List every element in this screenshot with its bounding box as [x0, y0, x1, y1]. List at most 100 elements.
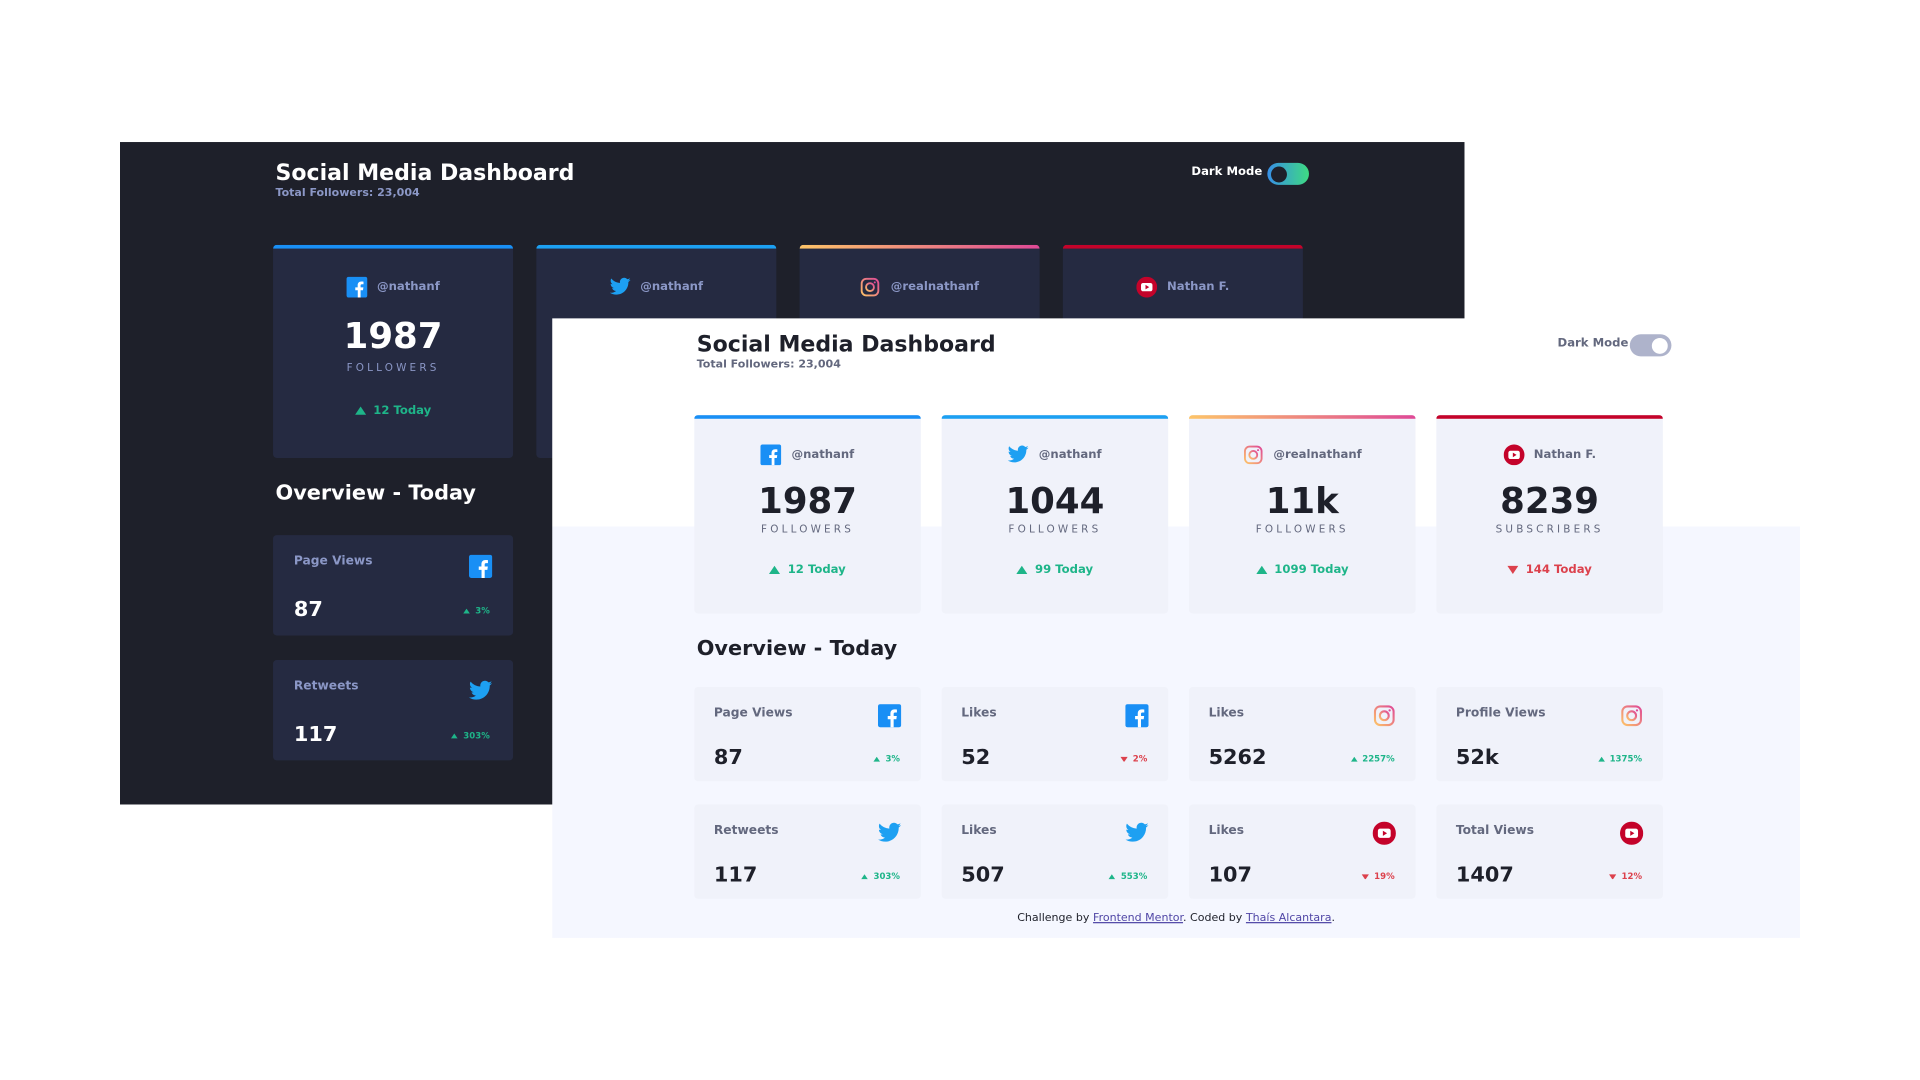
- overview-card: Likes 52 2%: [941, 686, 1169, 782]
- ig-icon: [1243, 445, 1263, 465]
- today-change: 12 Today: [273, 404, 513, 418]
- overview-value: 507: [961, 863, 1005, 888]
- overview-title: Overview - Today: [696, 636, 898, 662]
- down-arrow: [1507, 565, 1519, 575]
- overview-card: Likes 5262 2257%: [1188, 686, 1416, 782]
- change-text: 3%: [885, 754, 901, 765]
- overview-change: 553%: [1108, 872, 1147, 882]
- dark-mode-label: Dark Mode: [1191, 165, 1263, 179]
- today-change: 144 Today: [1436, 563, 1663, 577]
- yt-icon: [1372, 821, 1396, 845]
- follower-count: 1044: [1005, 480, 1105, 522]
- card-handle: @nathanf: [1038, 448, 1102, 462]
- card-top-border: [536, 244, 777, 249]
- tw-icon: [1125, 822, 1149, 842]
- change-text: 1375%: [1609, 754, 1643, 765]
- total-followers: Total Followers: 23,004: [275, 187, 420, 200]
- overview-card: Retweets 117 303%: [694, 804, 921, 899]
- overview-change: 303%: [861, 872, 900, 882]
- today-change: 12 Today: [694, 563, 921, 577]
- overview-label: Likes: [961, 706, 997, 721]
- card-handle: Nathan F.: [1533, 448, 1597, 462]
- follower-count: 1987: [758, 480, 857, 522]
- fb-icon: [346, 276, 368, 298]
- yt-icon: [1136, 276, 1158, 298]
- light-dashboard: Social Media Dashboard Total Followers: 2…: [552, 318, 1801, 938]
- today-text: 12 Today: [787, 563, 846, 577]
- tw-icon: [468, 680, 493, 700]
- overview-icon: [1620, 704, 1643, 732]
- overview-icon: [1125, 704, 1149, 732]
- fb-icon: [468, 554, 493, 578]
- overview-label: Page Views: [713, 706, 793, 721]
- card-top-border: [273, 244, 514, 249]
- up-arrow: [1016, 565, 1028, 575]
- overview-value: 107: [1208, 863, 1253, 888]
- overview-value: 117: [713, 863, 758, 888]
- footer-middle: . Coded by: [1183, 912, 1243, 925]
- up-arrow: [861, 873, 869, 880]
- ig-icon: [1621, 705, 1642, 727]
- overview-card: Likes 507 553%: [941, 804, 1169, 899]
- overview-change: 12%: [1609, 872, 1642, 882]
- dark-mode-toggle[interactable]: [1629, 334, 1672, 357]
- overview-label: Likes: [1208, 706, 1244, 721]
- overview-icon: [1373, 704, 1396, 732]
- frontend-mentor-link[interactable]: Frontend Mentor: [1093, 912, 1184, 925]
- count-label: SUBSCRIBERS: [1495, 524, 1604, 537]
- fb-icon: [877, 704, 902, 728]
- overview-card: Profile Views 52k 1375%: [1436, 686, 1663, 782]
- overview-change: 1375%: [1597, 754, 1642, 764]
- overview-label: Page Views: [293, 554, 373, 569]
- overview-label: Total Views: [1455, 824, 1534, 838]
- up-arrow: [769, 565, 781, 575]
- down-arrow: [1120, 756, 1128, 762]
- overview-label: Likes: [961, 824, 997, 838]
- change-text: 3%: [475, 606, 490, 616]
- count-label: FOLLOWERS: [761, 524, 855, 537]
- card-top-border: [1436, 415, 1663, 419]
- card-top-border: [1062, 244, 1303, 249]
- overview-icon: [877, 704, 902, 732]
- change-text: 303%: [463, 731, 490, 741]
- follower-card: @nathanf 1987 FOLLOWERS 12 Today: [694, 415, 921, 614]
- up-arrow: [1108, 873, 1116, 880]
- overview-card: Total Views 1407 12%: [1436, 804, 1663, 899]
- card-handle: Nathan F.: [1167, 280, 1230, 294]
- overview-icon: [1125, 822, 1149, 850]
- card-handle-row: @realnathanf: [800, 277, 1040, 298]
- today-change: 1099 Today: [1189, 563, 1416, 577]
- footer-prefix: Challenge by: [1017, 912, 1090, 925]
- tw-icon: [609, 277, 631, 295]
- overview-change: 303%: [451, 731, 490, 741]
- card-handle: @realnathanf: [890, 280, 980, 294]
- yt-icon: [1620, 821, 1644, 845]
- today-text: 1099 Today: [1274, 563, 1349, 577]
- count-label: FOLLOWERS: [346, 362, 440, 375]
- overview-icon: [1372, 821, 1396, 850]
- author-link[interactable]: Thaís Alcantara: [1245, 912, 1332, 925]
- overview-icon: [877, 822, 902, 850]
- card-top-border: [941, 415, 1169, 419]
- up-arrow: [462, 608, 471, 614]
- up-arrow: [1350, 756, 1358, 762]
- fb-icon: [1125, 704, 1149, 728]
- count-label: FOLLOWERS: [1255, 524, 1349, 537]
- overview-card: Retweets 117 303%: [273, 660, 514, 761]
- footer: Challenge by Frontend Mentor. Coded by Tha…: [552, 912, 1800, 924]
- card-handle: @realnathanf: [1273, 448, 1362, 462]
- dashboard-title: Social Media Dashboard: [696, 331, 996, 358]
- follower-count: 11k: [1265, 480, 1339, 522]
- change-text: 2257%: [1362, 754, 1395, 765]
- ig-icon: [1373, 705, 1395, 727]
- overview-value: 52: [961, 745, 991, 771]
- dark-mode-toggle[interactable]: [1267, 162, 1309, 185]
- overview-value: 87: [713, 745, 743, 771]
- dark-mode-label: Dark Mode: [1557, 336, 1629, 351]
- down-arrow: [1361, 873, 1370, 880]
- toggle-knob: [1271, 165, 1287, 182]
- today-change: 99 Today: [942, 563, 1169, 577]
- toggle-knob: [1651, 337, 1668, 354]
- count-label: FOLLOWERS: [1008, 524, 1102, 537]
